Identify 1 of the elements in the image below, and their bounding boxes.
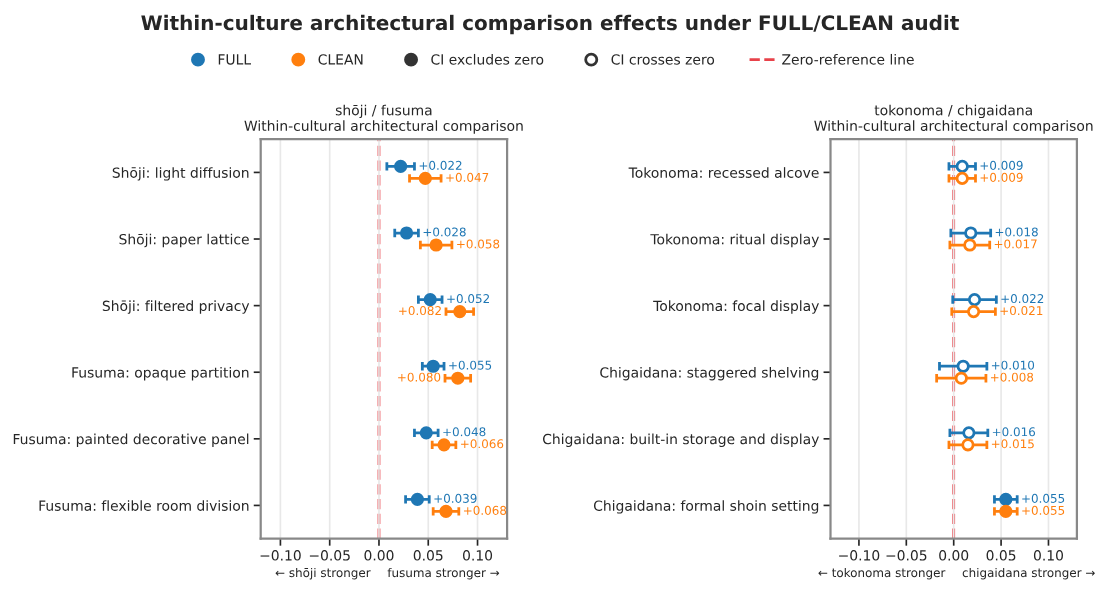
text: Within-culture architectural comparison effects under FULL/CLEAN audit: [141, 14, 959, 35]
